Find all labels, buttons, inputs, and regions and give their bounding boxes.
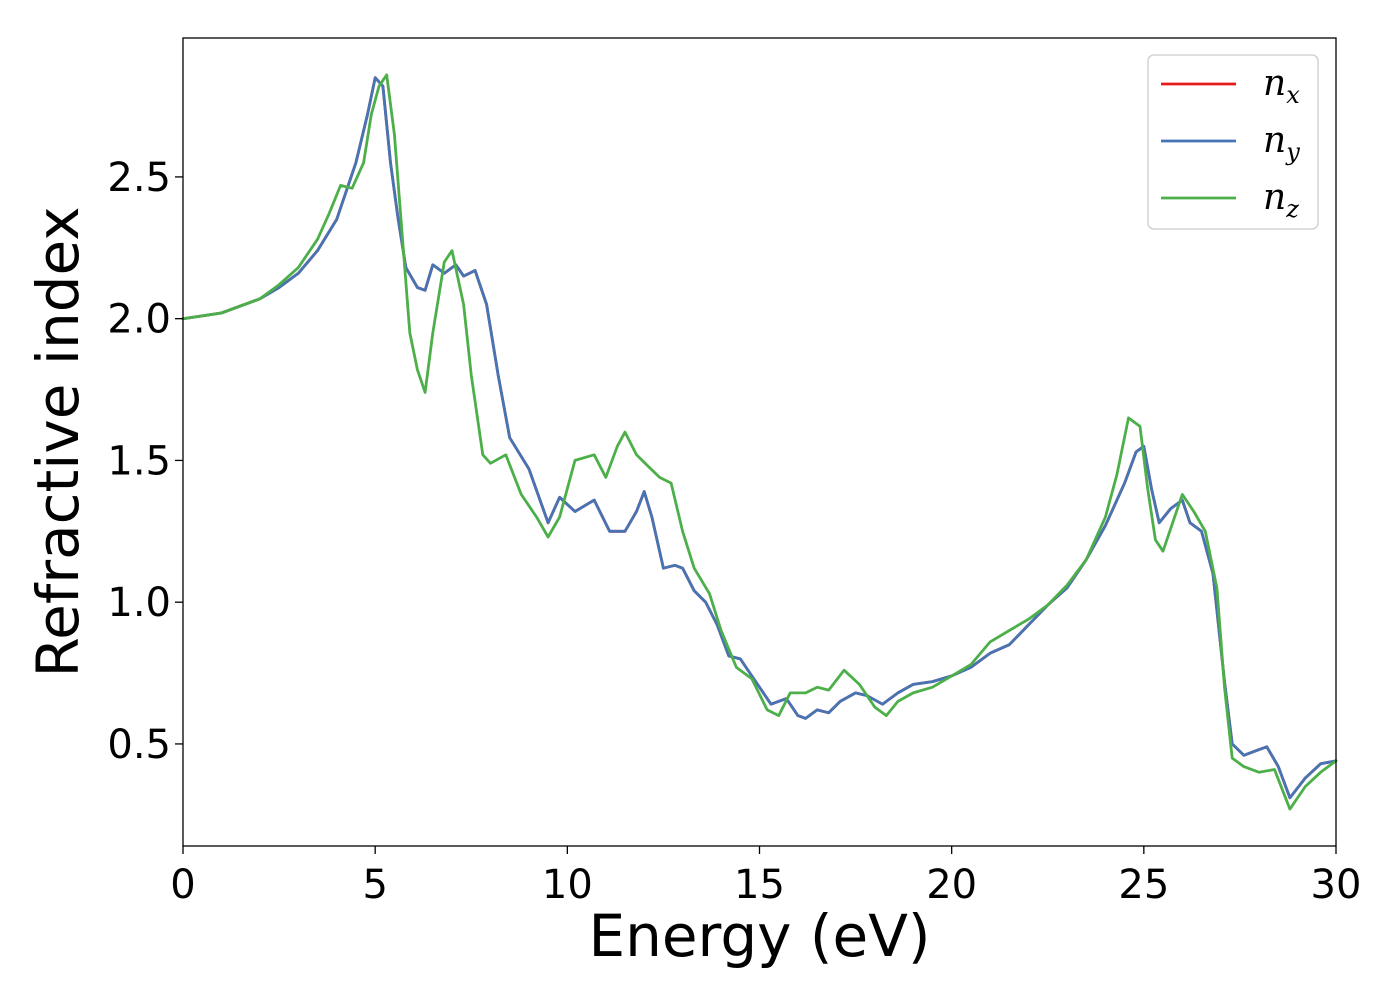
y-axis: 0.5 1.0 1.5 2.0 2.5: [107, 155, 183, 768]
x-tick-label: 0: [170, 862, 195, 908]
y-axis-title: Refractive index: [24, 206, 92, 677]
series-line-y: [181, 76, 1338, 800]
y-tick-label: 1.0: [107, 580, 171, 626]
x-axis-title: Energy (eV): [588, 902, 930, 970]
legend-label-base: n: [1263, 63, 1286, 104]
x-tick-label: 25: [1118, 862, 1169, 908]
y-tick-label: 0.5: [107, 722, 171, 768]
x-tick-label: 5: [362, 862, 387, 908]
y-tick-label: 2.5: [107, 155, 171, 201]
x-tick-label: 30: [1311, 862, 1362, 908]
x-tick-label: 15: [734, 862, 785, 908]
legend-label-base: n: [1263, 120, 1286, 161]
legend-label-z: nz: [1263, 177, 1299, 223]
x-tick-label: 20: [926, 862, 977, 908]
x-tick-label: 10: [542, 862, 593, 908]
series-line-z: [181, 73, 1338, 811]
legend-label-base: n: [1263, 177, 1286, 218]
plot-area: [181, 73, 1338, 811]
legend-label-x: nx: [1263, 63, 1300, 109]
x-axis: 0 5 10 15 20 25 30: [170, 846, 1361, 908]
legend-label-y: ny: [1263, 120, 1300, 166]
y-tick-label: 2.0: [107, 297, 171, 343]
legend-label-subscript: y: [1285, 138, 1300, 166]
y-tick-label: 1.5: [107, 438, 171, 484]
legend-label-subscript: z: [1285, 195, 1299, 223]
legend-label-subscript: x: [1286, 81, 1300, 109]
